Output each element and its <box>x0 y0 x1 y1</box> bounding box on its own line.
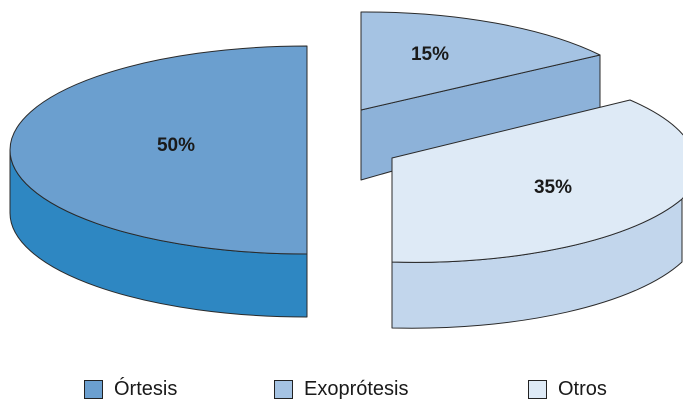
label-ortesis: 50% <box>157 135 195 156</box>
legend-label-otros: Otros <box>558 378 607 400</box>
slice-exoprotesis-top <box>360 11 601 111</box>
legend: Órtesis Exoprótesis Otros <box>0 378 683 403</box>
slice-otros-top <box>391 99 683 263</box>
legend-swatch-otros <box>528 379 547 399</box>
legend-swatch-ortesis <box>84 379 103 399</box>
legend-item-ortesis: Órtesis <box>84 378 177 400</box>
legend-swatch-exoprotesis <box>274 379 293 399</box>
label-exoprotesis: 15% <box>411 44 449 65</box>
legend-item-exoprotesis: Exoprótesis <box>274 378 409 400</box>
legend-label-ortesis: Órtesis <box>114 378 178 400</box>
slice-ortesis <box>9 45 308 318</box>
slice-ortesis-top <box>9 45 308 255</box>
legend-label-exoprotesis: Exoprótesis <box>304 378 409 400</box>
slice-exoprotesis <box>360 11 601 181</box>
label-otros: 35% <box>534 177 572 198</box>
legend-item-otros: Otros <box>528 378 607 400</box>
slice-otros <box>391 99 683 329</box>
